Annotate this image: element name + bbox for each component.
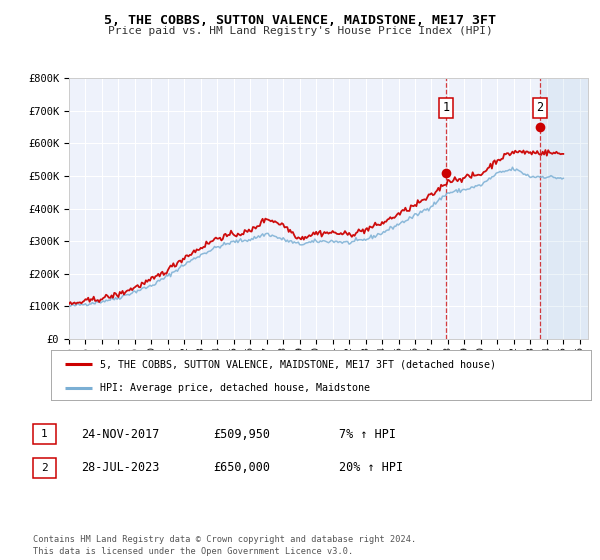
Text: HPI: Average price, detached house, Maidstone: HPI: Average price, detached house, Maid… — [100, 383, 370, 393]
Text: £650,000: £650,000 — [213, 461, 270, 474]
Text: 7% ↑ HPI: 7% ↑ HPI — [339, 427, 396, 441]
Text: £509,950: £509,950 — [213, 427, 270, 441]
Text: 5, THE COBBS, SUTTON VALENCE, MAIDSTONE, ME17 3FT: 5, THE COBBS, SUTTON VALENCE, MAIDSTONE,… — [104, 14, 496, 27]
Bar — [540, 78, 588, 339]
Text: 1: 1 — [443, 101, 450, 114]
Text: 24-NOV-2017: 24-NOV-2017 — [81, 427, 160, 441]
Text: 5, THE COBBS, SUTTON VALENCE, MAIDSTONE, ME17 3FT (detached house): 5, THE COBBS, SUTTON VALENCE, MAIDSTONE,… — [100, 359, 496, 369]
Text: Price paid vs. HM Land Registry's House Price Index (HPI): Price paid vs. HM Land Registry's House … — [107, 26, 493, 36]
Text: 20% ↑ HPI: 20% ↑ HPI — [339, 461, 403, 474]
Text: 28-JUL-2023: 28-JUL-2023 — [81, 461, 160, 474]
Text: 1: 1 — [41, 429, 48, 439]
Text: 2: 2 — [41, 463, 48, 473]
Text: 2: 2 — [536, 101, 543, 114]
Text: Contains HM Land Registry data © Crown copyright and database right 2024.
This d: Contains HM Land Registry data © Crown c… — [33, 535, 416, 556]
